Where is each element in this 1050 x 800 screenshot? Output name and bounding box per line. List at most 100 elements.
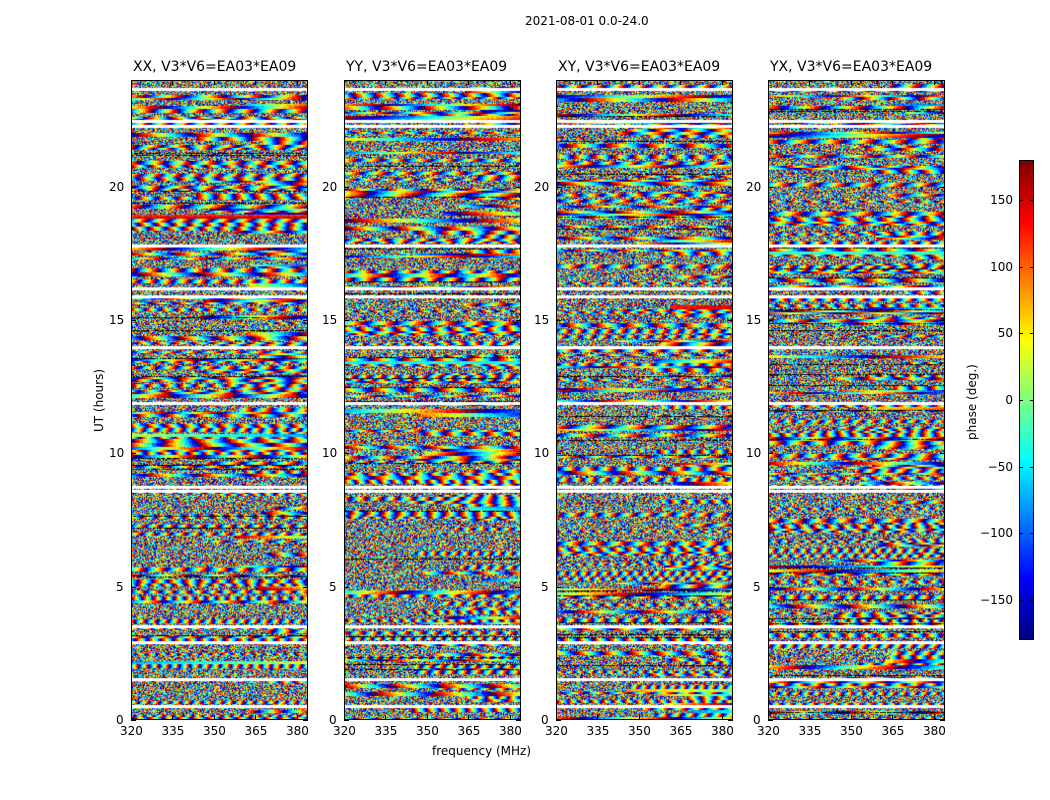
x-tick-mark <box>933 715 935 720</box>
x-tick-mark <box>509 715 511 720</box>
colorbar-tick-label: −100 <box>980 526 1013 541</box>
x-tick-label: 320 <box>545 724 568 738</box>
y-tick-label: 20 <box>322 179 338 194</box>
y-tick-mark <box>344 186 349 188</box>
x-tick-label: 380 <box>498 724 522 738</box>
colorbar-tick-mark <box>1019 466 1023 468</box>
y-tick-mark <box>516 186 521 188</box>
y-tick-mark <box>768 720 773 721</box>
figure-title: 2021-08-01 0.0-24.0 <box>525 14 649 28</box>
x-tick-mark <box>172 80 174 85</box>
colorbar-tick-mark <box>1019 600 1023 601</box>
x-tick-mark <box>131 80 132 85</box>
colorbar-tick-mark <box>1019 400 1023 401</box>
x-tick-mark <box>213 715 215 720</box>
colorbar-tick-label: 100 <box>990 259 1013 274</box>
phase-heatmap <box>769 81 944 719</box>
y-tick-label: 0 <box>541 713 549 727</box>
y-tick-label: 20 <box>746 179 762 194</box>
phase-heatmap <box>557 81 732 719</box>
x-tick-mark <box>426 715 428 720</box>
panel-title: XX, V3*V6=EA03*EA09 <box>133 59 297 75</box>
y-tick-label: 0 <box>753 713 761 727</box>
colorbar-tick-mark <box>1030 600 1034 601</box>
x-tick-mark <box>131 715 132 720</box>
y-tick-mark <box>344 320 349 321</box>
colorbar-tick-mark <box>1030 533 1034 535</box>
y-tick-mark <box>556 320 561 321</box>
y-tick-mark <box>303 320 308 321</box>
x-tick-mark <box>468 80 470 85</box>
y-tick-mark <box>516 320 521 321</box>
x-tick-mark <box>255 80 257 85</box>
x-tick-label: 365 <box>457 724 481 738</box>
x-tick-mark <box>426 80 428 85</box>
y-tick-mark <box>556 186 561 188</box>
x-tick-label: 350 <box>415 724 439 738</box>
x-tick-label: 350 <box>627 724 651 738</box>
y-tick-mark <box>131 186 136 188</box>
y-tick-label: 0 <box>329 713 337 727</box>
y-tick-mark <box>768 453 773 455</box>
y-axis-label: UT (hours) <box>92 368 106 432</box>
y-tick-mark <box>556 586 561 588</box>
colorbar-tick-label: 50 <box>997 326 1013 341</box>
y-tick-mark <box>344 586 349 588</box>
heatmap-panel <box>768 80 945 720</box>
y-tick-label: 10 <box>746 446 762 461</box>
x-tick-label: 335 <box>374 724 398 738</box>
colorbar-tick-mark <box>1019 333 1023 335</box>
x-tick-mark <box>385 80 387 85</box>
x-tick-label: 365 <box>244 724 268 738</box>
x-tick-mark <box>721 715 723 720</box>
y-tick-mark <box>556 720 561 721</box>
x-tick-mark <box>850 715 852 720</box>
x-tick-mark <box>344 715 345 720</box>
y-tick-mark <box>556 453 561 455</box>
x-tick-label: 335 <box>586 724 610 738</box>
x-tick-mark <box>172 715 174 720</box>
y-tick-label: 15 <box>746 313 762 327</box>
y-tick-label: 5 <box>753 579 761 594</box>
y-tick-label: 20 <box>534 179 550 194</box>
colorbar-tick-mark <box>1030 200 1034 201</box>
panel-title: YY, V3*V6=EA03*EA09 <box>346 59 508 75</box>
x-tick-label: 320 <box>120 724 143 738</box>
y-tick-mark <box>303 720 308 721</box>
x-tick-mark <box>892 80 894 85</box>
colorbar-tick-mark <box>1030 466 1034 468</box>
y-tick-label: 10 <box>322 446 338 461</box>
colorbar-tick-mark <box>1019 200 1023 201</box>
x-tick-mark <box>768 715 769 720</box>
x-tick-label: 320 <box>333 724 356 738</box>
y-tick-label: 15 <box>534 313 550 327</box>
colorbar-tick-label: −50 <box>987 459 1013 474</box>
y-tick-mark <box>131 586 136 588</box>
y-tick-mark <box>728 320 733 321</box>
x-tick-mark <box>296 715 298 720</box>
y-tick-mark <box>768 586 773 588</box>
y-tick-label: 15 <box>109 313 125 327</box>
y-tick-mark <box>516 720 521 721</box>
x-tick-mark <box>638 715 640 720</box>
y-tick-mark <box>940 586 945 588</box>
y-tick-mark <box>344 453 349 455</box>
colorbar-tick-label: −150 <box>980 593 1013 607</box>
x-tick-mark <box>597 715 599 720</box>
x-tick-label: 365 <box>881 724 905 738</box>
x-tick-mark <box>933 80 935 85</box>
x-tick-mark <box>468 715 470 720</box>
x-tick-mark <box>296 80 298 85</box>
x-tick-mark <box>721 80 723 85</box>
x-tick-mark <box>638 80 640 85</box>
y-tick-mark <box>940 720 945 721</box>
y-tick-mark <box>131 320 136 321</box>
y-tick-label: 15 <box>322 313 338 327</box>
x-tick-mark <box>597 80 599 85</box>
x-tick-mark <box>344 80 345 85</box>
colorbar-tick-label: 0 <box>1005 393 1013 407</box>
x-tick-mark <box>556 715 557 720</box>
colorbar-label: phase (deg.) <box>965 364 979 440</box>
y-tick-mark <box>728 453 733 455</box>
y-tick-label: 10 <box>534 446 550 461</box>
